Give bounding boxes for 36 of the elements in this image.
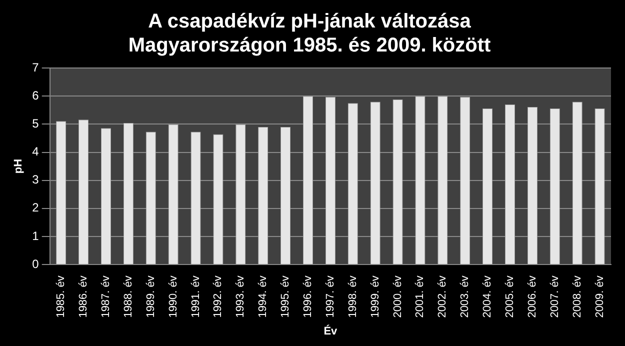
y-tick-label: 2 (32, 200, 40, 215)
y-axis-title: pH (12, 158, 25, 174)
y-tick-label: 3 (32, 172, 40, 187)
x-tick-label: 2007. év (548, 275, 561, 318)
y-tick-label: 1 (32, 228, 40, 243)
x-tick-label: 2009. év (594, 275, 606, 318)
y-tick-label: 7 (32, 60, 40, 74)
x-tick-label: 2002. év (436, 275, 449, 318)
x-tick-label: 1996. év (302, 275, 314, 318)
x-tick-label: 1995. év (280, 275, 292, 318)
x-tick-label: 1989. év (144, 275, 157, 318)
y-tick-label: 6 (32, 88, 40, 102)
x-tick-label: 2004. év (482, 275, 494, 318)
x-axis-title: Év (324, 324, 338, 338)
x-tick-label: 1990. év (167, 275, 180, 318)
x-tick-label: 2000. év (392, 275, 404, 318)
x-tick-label: 1985. év (55, 275, 68, 318)
chart-title: A csapadékvíz pH-jának változása Magyarországon 1985. és 2009. között (128, 10, 492, 57)
x-tick-label: 2003. év (459, 275, 472, 318)
x-tick-label: 1998. év (346, 275, 359, 318)
y-tick-label: 4 (32, 144, 40, 159)
x-tick-label: 1991. év (190, 275, 202, 318)
x-tick-label: 1987. év (100, 275, 112, 318)
x-tick-label: 1993. év (234, 275, 247, 318)
x-tick-label: 1992. év (212, 275, 224, 318)
x-tick-label: 2008. év (571, 275, 584, 318)
x-tick-label: 2006. év (526, 275, 538, 318)
x-tick-label: 1986. év (78, 275, 90, 318)
x-tick-label: 1997. év (324, 275, 336, 318)
x-tick-label: 1999. év (369, 275, 382, 318)
x-tick-label: 2001. év (414, 275, 426, 318)
x-tick-label: 1994. év (257, 275, 270, 318)
y-tick-label: 5 (32, 116, 40, 130)
x-tick-label: 1988. év (122, 275, 134, 318)
x-tick-label: 2005. év (504, 275, 516, 318)
y-tick-label: 0 (32, 256, 40, 271)
